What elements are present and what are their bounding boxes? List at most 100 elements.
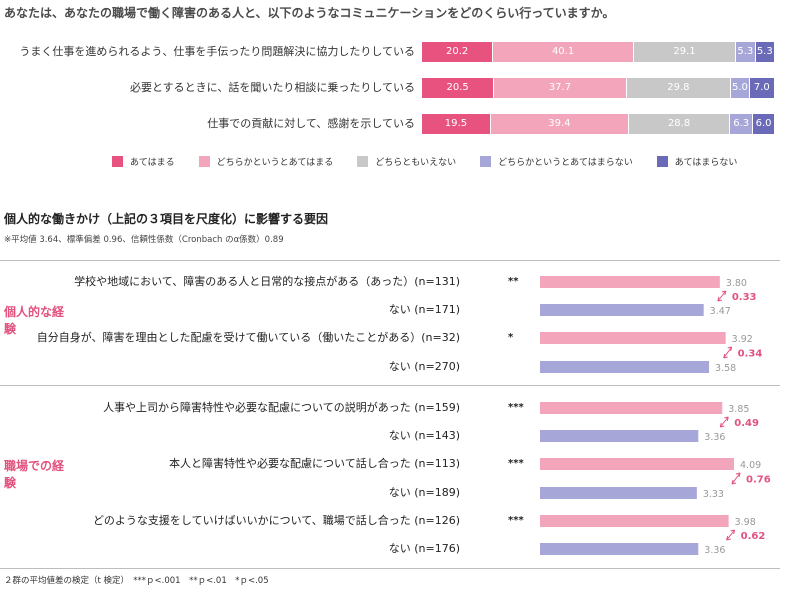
diff-arrowhead (721, 290, 727, 296)
value-label-yes: 3.92 (732, 334, 753, 345)
legend-item: あてはまらない (656, 154, 738, 168)
factor-chart-note: ※平均値 3.64、標準偏差 0.96、信頼性係数（Cronbach のα係数）… (4, 235, 284, 245)
stacked-segment: 5.3 (755, 42, 774, 62)
chart-title: あなたは、あなたの職場で働く障害のある人と、以下のようなコミュニケーションをどの… (4, 6, 615, 20)
diff-value-label: 0.62 (741, 531, 766, 542)
footnote: ２群の平均値差の検定（t 検定） ***ｐ<.001 **ｐ<.01 *ｐ<.0… (4, 576, 269, 586)
group-label-workplace: 職場での経験 (4, 459, 65, 490)
stacked-segment: 19.5 (422, 114, 491, 134)
stacked-segment: 39.4 (490, 114, 629, 134)
legend-swatch (357, 155, 369, 167)
item-no-label: ない (n=270) (388, 360, 460, 373)
bar-yes (540, 515, 729, 527)
stacked-segment: 5.3 (736, 42, 756, 62)
legend-swatch (112, 155, 123, 167)
item-yes-label: 学校や地域において、障害のある人と日常的な接点がある（あった）(n=131) (74, 275, 460, 288)
diff-arrowhead (730, 529, 736, 535)
bar-no (540, 543, 699, 555)
value-label-no: 3.47 (710, 306, 731, 317)
diff-arrow (726, 529, 736, 541)
diff-arrow (717, 290, 727, 302)
diff-arrow (723, 346, 733, 359)
diff-arrowhead (727, 346, 733, 352)
stacked-segment: 29.8 (626, 78, 732, 98)
bar-yes (540, 402, 723, 414)
value-label-no: 3.33 (703, 489, 724, 500)
legend-swatch (656, 155, 668, 167)
value-label-yes: 3.80 (726, 278, 747, 289)
significance-mark: *** (508, 515, 524, 526)
item-no-label: ない (n=171) (388, 303, 460, 316)
significance-mark: * (508, 332, 514, 343)
value-label-yes: 4.09 (740, 460, 761, 471)
diff-arrowhead (719, 422, 725, 428)
legend-label: どちらかというとあてはまらない (498, 157, 633, 168)
significance-mark: *** (508, 402, 524, 413)
item-no-label: ない (n=143) (388, 429, 460, 442)
stacked-segment: 29.1 (633, 42, 737, 62)
stacked-segment: 5.0 (731, 78, 750, 98)
bar-no (540, 487, 697, 499)
legend-item: あてはまる (112, 154, 175, 168)
bar-no (540, 361, 710, 373)
group-label-personal: 個人的な経験 (4, 305, 65, 336)
diff-value-label: 0.33 (732, 292, 757, 303)
stacked-bar: 20.5 37.7 29.8 5.0 7.0 (422, 78, 775, 98)
item-yes-label: 本人と障害特性や必要な配慮について話し合った (n=113) (169, 457, 460, 470)
diff-arrowhead (735, 472, 741, 478)
diff-arrow (731, 472, 741, 485)
significance-mark: *** (508, 458, 524, 469)
value-label-yes: 3.98 (735, 517, 756, 528)
value-label-no: 3.36 (704, 545, 725, 556)
legend-label: どちらかというとあてはまる (216, 157, 334, 168)
bar-yes (540, 458, 734, 470)
legend-label: どちらともいえない (375, 157, 457, 168)
legend: あてはまる どちらかというとあてはまる どちらともいえない どちらかというとあて… (112, 154, 761, 168)
diff-value-label: 0.34 (738, 349, 763, 360)
stacked-row: 必要とするときに、話を聞いたり相談に乗ったりしている 20.5 37.7 29.8 5… (0, 78, 790, 98)
stacked-bar: 19.5 39.4 28.8 6.3 6.0 (422, 114, 774, 134)
stacked-row: 仕事での貢献に対して、感謝を示している 19.5 39.4 28.8 6.3 6.0 (0, 114, 790, 134)
bar-yes (540, 276, 720, 288)
value-label-no: 3.58 (715, 363, 736, 374)
legend-label: あてはまらない (674, 157, 738, 168)
stacked-segment: 20.5 (422, 78, 495, 98)
value-label-no: 3.36 (704, 432, 725, 443)
stacked-row-label: 仕事での貢献に対して、感謝を示している (207, 117, 415, 130)
legend-swatch (480, 155, 492, 167)
stacked-segment: 20.2 (422, 42, 494, 62)
stacked-segment: 40.1 (493, 42, 634, 62)
stacked-segment: 6.3 (730, 114, 754, 134)
stacked-row-label: 必要とするときに、話を聞いたり相談に乗ったりしている (129, 81, 415, 94)
legend-label: あてはまる (130, 157, 175, 168)
stacked-segment: 37.7 (494, 78, 627, 98)
item-yes-label: どのような支援をしていけばいいかについて、職場で話し合った (n=126) (92, 514, 460, 527)
stacked-segment: 28.8 (628, 114, 731, 134)
item-yes-label: 人事や上司から障害特性や必要な配慮についての説明があった (n=159) (103, 401, 460, 414)
stacked-row-label: うまく仕事を進められるよう、仕事を手伝ったり問題解決に協力したりしている (19, 45, 415, 58)
legend-item: どちらかというとあてはまらない (480, 154, 633, 168)
diff-arrowhead (724, 416, 729, 422)
diff-value-label: 0.49 (734, 418, 759, 429)
diff-arrowhead (731, 479, 737, 485)
diff-value-label: 0.76 (746, 475, 771, 486)
diff-arrowhead (723, 353, 728, 359)
bar-no (540, 430, 699, 442)
legend-swatch (198, 155, 210, 167)
divider (0, 385, 780, 386)
stacked-row: うまく仕事を進められるよう、仕事を手伝ったり問題解決に協力したりしている 20.… (0, 42, 790, 62)
stacked-segment: 7.0 (749, 78, 775, 98)
stacked-bar: 20.2 40.1 29.1 5.3 5.3 (422, 42, 774, 62)
divider (0, 568, 780, 569)
value-label-yes: 3.85 (728, 404, 749, 415)
significance-mark: ** (508, 276, 519, 287)
bar-no (540, 304, 704, 316)
item-no-label: ない (n=189) (388, 486, 460, 499)
divider (0, 260, 780, 261)
item-yes-label: 自分自身が、障害を理由とした配慮を受けて働いている（働いたことがある）(n=32… (36, 331, 460, 344)
diff-arrowhead (726, 535, 731, 541)
factor-chart-title: 個人的な働きかけ（上記の３項目を尺度化）に影響する要因 (4, 212, 329, 226)
item-no-label: ない (n=176) (388, 542, 460, 555)
diff-arrowhead (717, 296, 722, 302)
